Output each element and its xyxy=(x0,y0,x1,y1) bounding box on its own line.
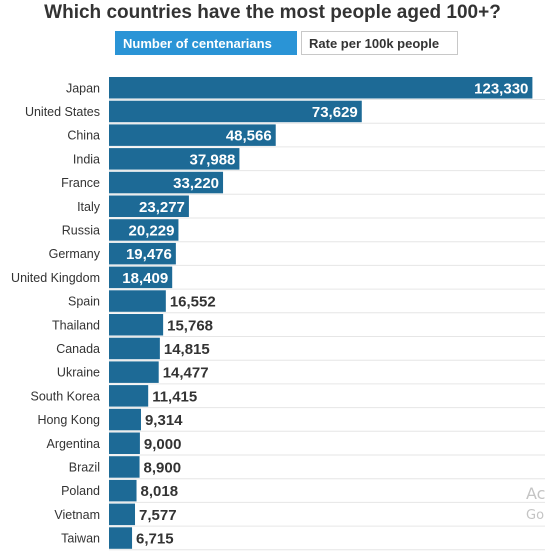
bar-france[interactable] xyxy=(109,171,224,194)
category-label: France xyxy=(61,176,100,190)
value-label: 8,900 xyxy=(144,459,182,476)
bar-thailand[interactable] xyxy=(109,314,164,336)
value-label: 11,415 xyxy=(152,388,197,405)
category-label: Japan xyxy=(66,81,100,95)
watermark-line-1: Ac xyxy=(526,484,545,503)
value-label: 9,000 xyxy=(144,436,182,453)
value-label: 73,629 xyxy=(312,104,358,121)
chart-title: Which countries have the most people age… xyxy=(44,2,501,23)
bar-chart: Japan 123,330 United States 73,629 China 48,5… xyxy=(11,77,545,551)
value-label: 15,768 xyxy=(167,317,213,334)
category-label: China xyxy=(67,129,100,143)
bar-japan[interactable] xyxy=(109,77,533,99)
category-label: Brazil xyxy=(69,460,100,474)
bar-vietnam[interactable] xyxy=(109,503,136,526)
number-of-centenarians-toggle[interactable]: Number of centenarians xyxy=(115,31,297,55)
value-label: 14,477 xyxy=(163,365,209,382)
category-label: Hong Kong xyxy=(37,413,100,427)
bar-spain[interactable] xyxy=(109,290,166,312)
bar-ukraine[interactable] xyxy=(109,361,159,383)
value-label: 123,330 xyxy=(474,80,528,97)
bar-italy[interactable] xyxy=(109,195,189,218)
bar-taiwan[interactable] xyxy=(109,527,133,549)
value-label: 48,566 xyxy=(226,128,272,145)
value-label: 19,476 xyxy=(126,246,172,263)
value-label: 14,815 xyxy=(164,341,210,358)
bar-russia[interactable] xyxy=(109,219,179,241)
bar-india[interactable] xyxy=(109,148,240,170)
category-label: Spain xyxy=(68,295,100,309)
category-label: Russia xyxy=(62,223,100,237)
rate-per-100k-toggle[interactable]: Rate per 100k people xyxy=(301,31,458,55)
bar-united-states[interactable] xyxy=(109,100,362,123)
category-label: Vietnam xyxy=(54,508,100,522)
bar-china[interactable] xyxy=(109,124,276,146)
category-label: Canada xyxy=(56,342,100,356)
bar-germany[interactable] xyxy=(109,242,176,265)
watermark-line-2: Go xyxy=(526,508,545,523)
value-label: 33,220 xyxy=(173,175,219,192)
value-label: 7,577 xyxy=(139,507,177,524)
category-label: Thailand xyxy=(52,318,100,332)
category-label: United Kingdom xyxy=(11,271,100,285)
bar-south-korea[interactable] xyxy=(109,385,149,407)
bar-hong-kong[interactable] xyxy=(109,408,141,431)
bar-canada[interactable] xyxy=(109,337,160,360)
category-label: Taiwan xyxy=(61,532,100,546)
category-label: Ukraine xyxy=(57,366,100,380)
category-label: India xyxy=(73,152,100,166)
value-label: 37,988 xyxy=(190,151,236,168)
category-label: South Korea xyxy=(31,389,101,403)
bar-argentina[interactable] xyxy=(109,432,140,455)
category-label: Italy xyxy=(77,200,101,214)
value-label: 9,314 xyxy=(145,412,183,429)
value-label: 16,552 xyxy=(170,294,216,311)
metric-toggle-group: Number of centenarians Rate per 100k peo… xyxy=(115,31,458,55)
bar-poland[interactable] xyxy=(109,479,137,502)
value-label: 23,277 xyxy=(139,199,185,216)
value-label: 20,229 xyxy=(129,222,175,239)
bar-united-kingdom[interactable] xyxy=(109,266,173,289)
category-label: Germany xyxy=(49,247,101,261)
category-label: United States xyxy=(25,105,100,119)
bar-brazil[interactable] xyxy=(109,456,140,478)
value-label: 8,018 xyxy=(141,483,179,500)
value-label: 6,715 xyxy=(136,531,174,548)
category-label: Poland xyxy=(61,484,100,498)
category-label: Argentina xyxy=(46,437,100,451)
value-label: 18,409 xyxy=(122,270,168,287)
